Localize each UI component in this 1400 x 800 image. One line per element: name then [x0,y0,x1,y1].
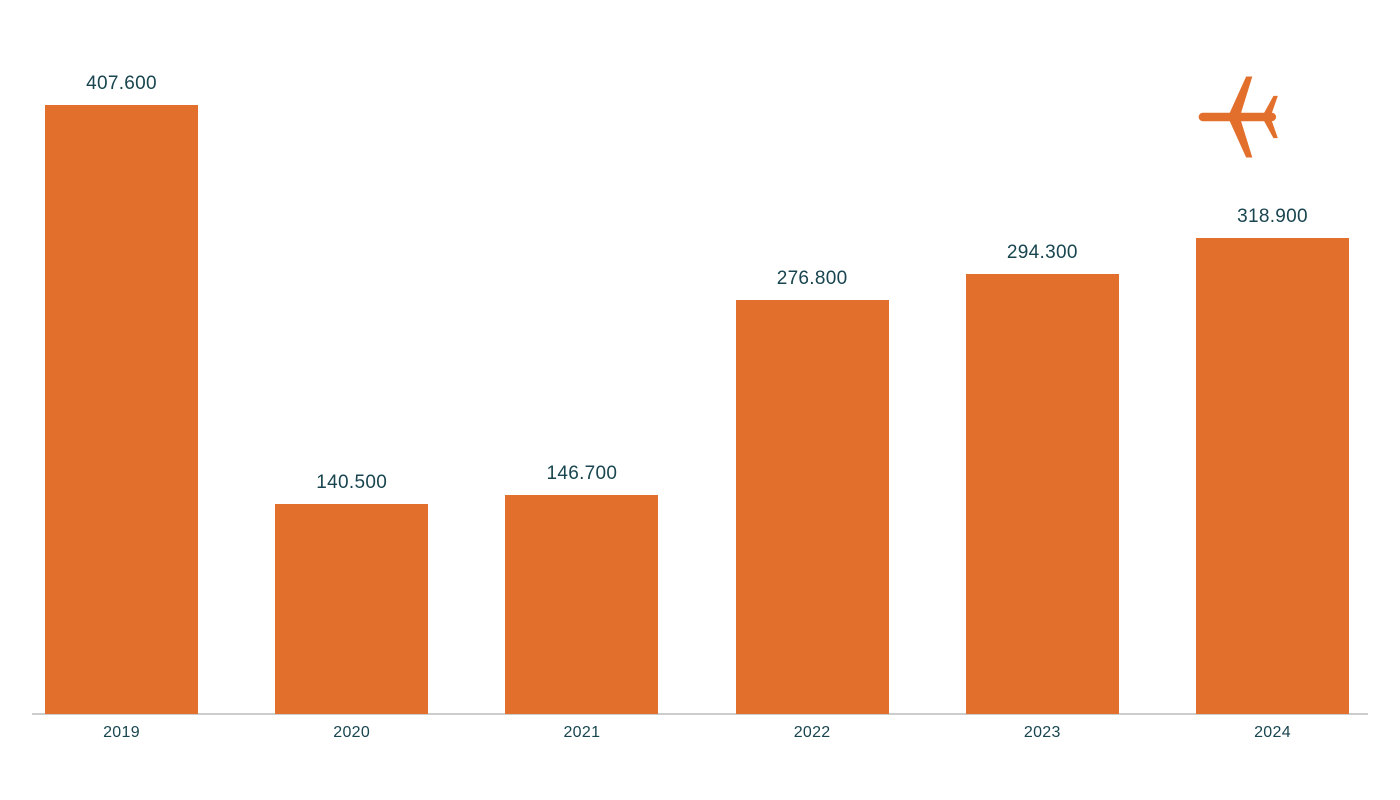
bar-value-label: 294.300 [1006,242,1078,263]
x-axis-tick-label: 2021 [563,724,601,741]
bar [1196,238,1349,714]
bar-value-label: 146.700 [546,463,618,484]
airplane-icon [1196,64,1284,170]
bar [735,300,889,714]
x-axis-tick-label: 2020 [333,724,371,741]
x-axis-tick-label: 2022 [793,724,831,741]
x-axis-line [32,713,1368,715]
bar [505,495,659,714]
bar-value-label: 140.500 [316,472,388,493]
bar [965,274,1119,714]
bar [45,105,198,714]
x-axis-tick-label: 2023 [1023,724,1061,741]
bar-value-label: 407.600 [86,73,157,94]
x-axis-tick-label: 2019 [103,724,140,741]
bar [275,504,429,714]
bar-value-label: 276.800 [776,268,848,289]
bar-value-label: 318.900 [1237,206,1308,227]
x-axis-tick-label: 2024 [1254,724,1291,741]
